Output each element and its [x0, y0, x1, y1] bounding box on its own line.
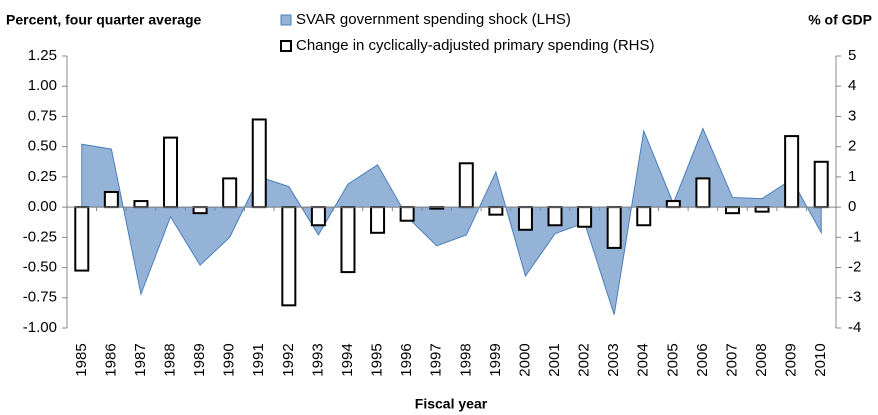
- y-tick-label: 1.25: [28, 47, 57, 64]
- bar: [784, 135, 800, 209]
- bar: [724, 206, 740, 215]
- area: [81, 127, 822, 315]
- x-tick-label: 2002: [576, 343, 593, 376]
- bar: [813, 160, 829, 209]
- y-tick-label: -0.25: [23, 228, 57, 245]
- x-tick-label: 2009: [783, 343, 800, 376]
- bar: [103, 191, 119, 209]
- y-axis-title: Percent, four quarter average: [6, 12, 202, 28]
- y2-tick-label: 1: [848, 168, 856, 185]
- y-tick-label: 0.00: [28, 198, 57, 215]
- x-tick-label: 2008: [753, 343, 770, 376]
- y2-tick-label: -1: [848, 228, 861, 245]
- y2-tick-label: 2: [848, 138, 856, 155]
- x-tick-label: 1987: [132, 343, 149, 376]
- bar: [754, 206, 770, 213]
- bar: [222, 177, 238, 209]
- bar: [636, 206, 652, 227]
- y2-tick-label: 0: [848, 198, 856, 215]
- bar: [192, 206, 208, 215]
- x-tick-label: 1998: [457, 343, 474, 376]
- x-tick-label: 1991: [250, 343, 267, 376]
- bar: [606, 206, 622, 249]
- y-tick-label: 0.75: [28, 107, 57, 124]
- y2-tick-label: 4: [848, 77, 856, 94]
- bar: [547, 206, 563, 227]
- x-tick-label: 1988: [161, 343, 178, 376]
- bar: [517, 206, 533, 231]
- x-tick-label: 1986: [102, 343, 119, 376]
- bar: [488, 206, 504, 216]
- y2-axis-title: % of GDP: [808, 12, 872, 28]
- x-tick-label: 2010: [812, 343, 829, 376]
- x-tick-label: 1989: [191, 343, 208, 376]
- x-tick-label: 2006: [694, 343, 711, 376]
- bar: [163, 136, 179, 209]
- x-tick-label: 2003: [605, 343, 622, 376]
- y2-tick-label: -2: [848, 259, 861, 276]
- y2-tick-label: -4: [848, 319, 861, 336]
- legend-label: Change in cyclically-adjusted primary sp…: [296, 37, 654, 54]
- x-tick-label: 2004: [635, 343, 652, 376]
- y-tick-label: 1.00: [28, 77, 57, 94]
- x-tick-label: 1994: [339, 343, 356, 376]
- bar: [251, 118, 267, 209]
- bar: [74, 206, 90, 272]
- x-axis-title: Fiscal year: [415, 396, 488, 412]
- x-tick-label: 1992: [280, 343, 297, 376]
- bar: [695, 177, 711, 209]
- bar: [133, 200, 149, 209]
- bar: [370, 206, 386, 234]
- x-tick-label: 1996: [398, 343, 415, 376]
- y-tick-label: -0.50: [23, 259, 57, 276]
- y2-tick-label: 3: [848, 107, 856, 124]
- x-tick-label: 1990: [221, 343, 238, 376]
- x-tick-label: 1993: [309, 343, 326, 376]
- y-tick-label: -1.00: [23, 319, 57, 336]
- x-tick-label: 1997: [428, 343, 445, 376]
- bar: [458, 162, 474, 209]
- bar: [281, 206, 297, 307]
- bar: [577, 206, 593, 228]
- y-tick-label: 0.25: [28, 168, 57, 185]
- x-tick-label: 2007: [723, 343, 740, 376]
- bar: [399, 206, 415, 222]
- y2-tick-label: -3: [848, 289, 861, 306]
- y-tick-label: 0.50: [28, 138, 57, 155]
- legend-label: SVAR government spending shock (LHS): [296, 11, 571, 28]
- y2-tick-label: 5: [848, 47, 856, 64]
- x-tick-label: 1995: [369, 343, 386, 376]
- x-tick-label: 2001: [546, 343, 563, 376]
- bar: [340, 206, 356, 274]
- legend-swatch: [280, 14, 292, 26]
- y-tick-label: -0.75: [23, 289, 57, 306]
- x-tick-label: 1999: [487, 343, 504, 376]
- x-tick-label: 2005: [664, 343, 681, 376]
- bar: [310, 206, 326, 227]
- bar: [665, 200, 681, 209]
- x-tick-label: 1985: [73, 343, 90, 376]
- x-tick-label: 2000: [516, 343, 533, 376]
- legend-swatch: [280, 40, 292, 52]
